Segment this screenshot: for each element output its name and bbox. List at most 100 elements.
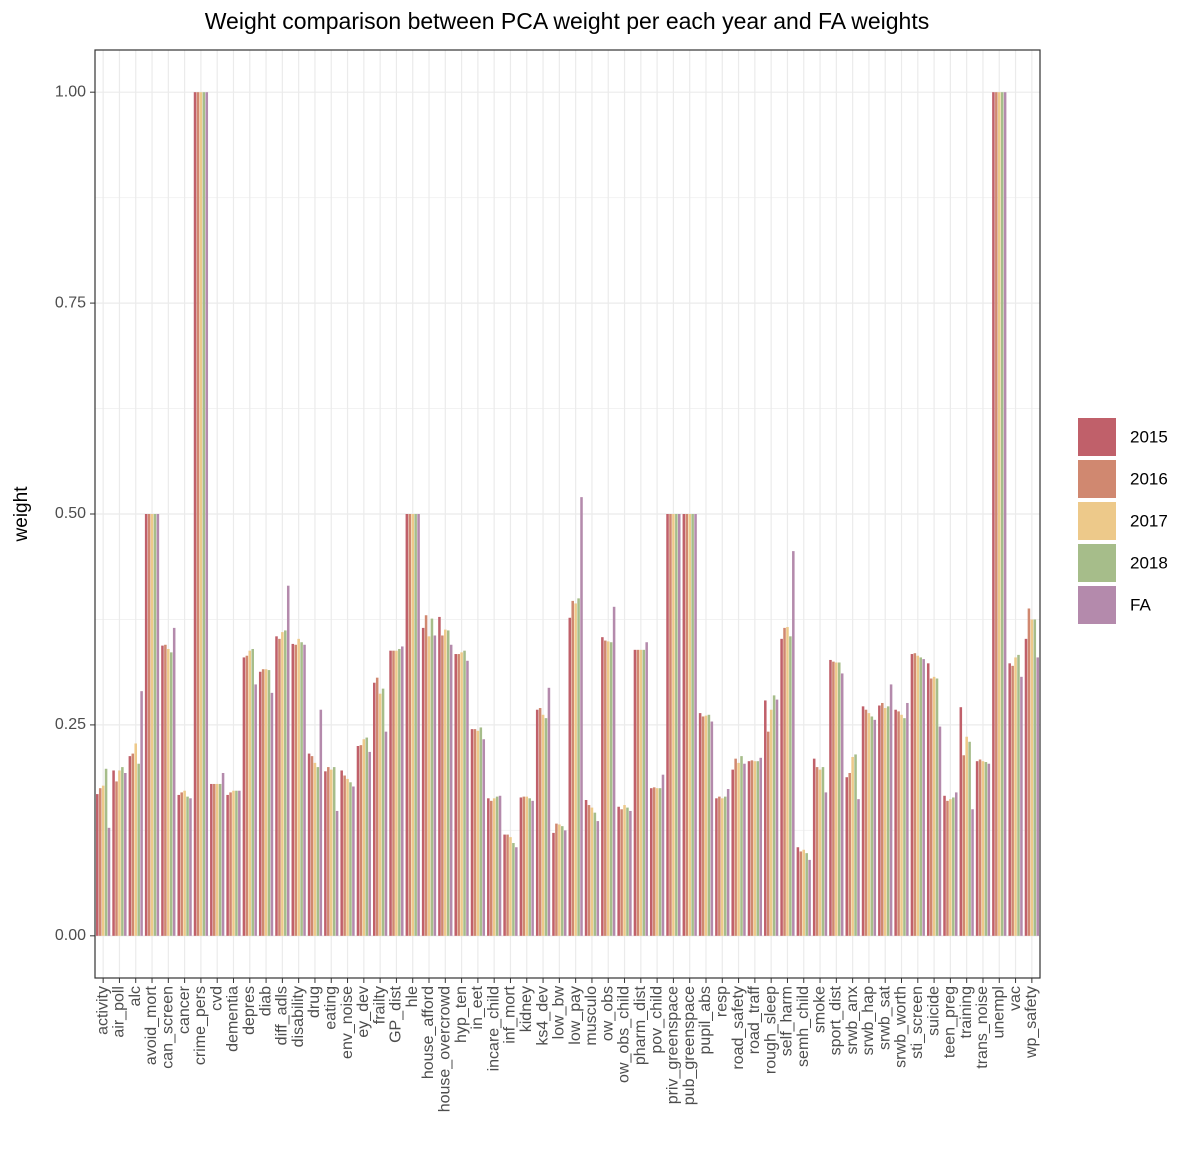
bar	[759, 757, 763, 936]
bar	[449, 644, 453, 936]
x-tick-label: rough_sleep	[762, 986, 779, 1074]
bar	[743, 763, 746, 936]
bar	[769, 709, 773, 936]
bar	[446, 630, 450, 936]
bar	[723, 796, 727, 936]
bar	[218, 783, 222, 936]
bar	[952, 797, 955, 936]
bar	[796, 847, 800, 936]
bar	[601, 637, 604, 936]
bar	[1008, 663, 1011, 936]
bar	[881, 702, 884, 936]
bar	[199, 92, 203, 936]
legend-label: 2017	[1130, 511, 1168, 530]
bar	[286, 585, 290, 936]
bar	[818, 769, 822, 936]
bar	[169, 652, 173, 936]
x-tick-label: frailty	[371, 986, 388, 1024]
legend-key	[1078, 586, 1116, 624]
bar	[639, 649, 643, 936]
x-tick-label: incare_child	[485, 986, 502, 1071]
x-tick-label: smoke	[811, 986, 828, 1033]
bar	[775, 699, 779, 936]
bar	[658, 788, 662, 936]
bar	[156, 514, 160, 936]
bar	[509, 837, 512, 936]
legend-key	[1078, 418, 1116, 456]
x-tick-label: semh_child	[795, 986, 812, 1067]
y-tick-label: 1.00	[55, 83, 86, 100]
bar	[414, 514, 417, 936]
bar	[1000, 92, 1004, 936]
x-tick-label: vac	[1007, 986, 1024, 1011]
legend-label: 2016	[1130, 469, 1168, 488]
bar	[98, 788, 102, 936]
bar	[395, 650, 398, 936]
bar	[574, 603, 577, 936]
x-tick-label: eating	[322, 986, 339, 1030]
bar	[492, 798, 496, 936]
bar	[780, 638, 783, 936]
legend-label: FA	[1130, 595, 1151, 614]
bar	[248, 650, 252, 936]
bar	[975, 761, 979, 936]
bar	[661, 774, 665, 936]
x-tick-label: pharm_dist	[632, 985, 649, 1065]
bar	[897, 711, 900, 936]
bar	[479, 727, 483, 936]
bar	[433, 635, 437, 936]
bar	[161, 645, 164, 936]
bar	[232, 790, 235, 936]
x-tick-label: GP_dist	[388, 985, 405, 1042]
bar	[721, 798, 724, 936]
bar	[992, 92, 995, 936]
bar	[998, 92, 1001, 936]
bar	[547, 687, 551, 936]
bar	[886, 706, 890, 936]
bar	[857, 799, 860, 936]
x-tick-label: priv_greenspace	[665, 986, 682, 1104]
bar	[270, 692, 274, 936]
x-tick-label: can_screen	[160, 986, 177, 1069]
bar	[815, 767, 819, 936]
bar	[531, 800, 534, 936]
bar	[848, 772, 851, 936]
x-tick-label: drug	[306, 986, 323, 1018]
x-tick-label: cancer	[176, 985, 193, 1034]
bar	[167, 648, 170, 936]
bar	[193, 92, 197, 936]
x-tick-label: sport_dist	[828, 985, 845, 1055]
bar	[840, 673, 844, 936]
bar	[140, 691, 143, 936]
bar	[278, 638, 281, 936]
bar	[438, 616, 441, 936]
bar	[786, 627, 789, 936]
bar	[356, 746, 360, 936]
bar	[392, 650, 395, 936]
bar	[226, 794, 229, 936]
bar	[424, 615, 428, 936]
bar	[267, 670, 271, 936]
bar	[229, 792, 232, 936]
x-tick-label: kidney	[518, 986, 535, 1032]
bar	[466, 660, 469, 936]
bar	[718, 796, 721, 936]
bar	[652, 787, 656, 936]
bar	[389, 650, 392, 936]
bar	[867, 713, 871, 936]
bar	[121, 767, 124, 936]
x-tick-label: srwb_hap	[860, 986, 877, 1055]
bar	[701, 716, 705, 936]
bar	[965, 736, 968, 936]
bar	[900, 714, 903, 936]
x-tick-label: pupil_abs	[697, 986, 714, 1055]
bar	[150, 514, 154, 936]
bar	[359, 745, 363, 936]
bar	[332, 767, 336, 936]
bar	[137, 763, 140, 936]
bar	[552, 832, 555, 936]
bar	[906, 702, 909, 936]
bar	[675, 514, 678, 936]
bar	[726, 789, 730, 936]
